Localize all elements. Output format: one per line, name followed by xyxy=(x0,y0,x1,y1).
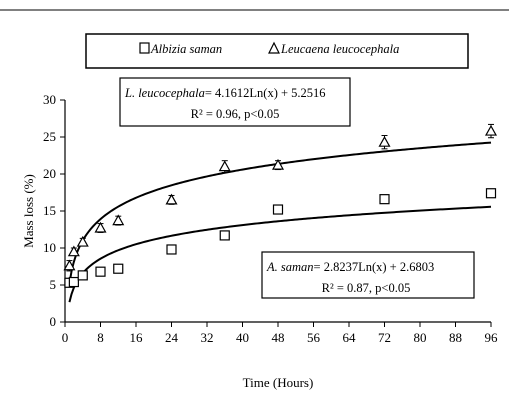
x-tick-label: 72 xyxy=(378,330,391,345)
data-point-square xyxy=(272,204,284,215)
legend-label-leucaena: Leucaena leucocephala xyxy=(280,42,399,56)
data-point-square xyxy=(95,266,106,277)
y-tick-label: 10 xyxy=(43,240,56,255)
data-point-square xyxy=(113,263,124,274)
data-point-square xyxy=(68,276,79,288)
data-point-square xyxy=(485,188,497,199)
equation-box-leucaena: L. leucocephala= 4.1612Ln(x) + 5.2516 R²… xyxy=(119,77,351,127)
equation-formula-leucaena: = 4.1612Ln(x) + 5.2516 xyxy=(205,86,326,100)
axes: 0 5 10 15 20 25 30 0 8 16 24 32 40 48 56 64 72 80 88 96 xyxy=(43,92,498,345)
legend-box xyxy=(85,33,469,69)
data-point-triangle xyxy=(63,259,76,271)
y-tick-label: 20 xyxy=(43,166,56,181)
x-tick-label: 64 xyxy=(343,330,357,345)
y-tick-label: 15 xyxy=(43,203,56,218)
data-point-square xyxy=(219,230,230,241)
y-tick-label: 5 xyxy=(50,277,57,292)
legend-label-albizia: Albizia saman xyxy=(150,42,222,56)
data-point-triangle xyxy=(76,235,89,247)
x-axis-label: Time (Hours) xyxy=(243,375,314,390)
equation-frame-leucaena xyxy=(119,77,351,127)
x-ticks: 0 8 16 24 32 40 48 56 64 72 80 88 96 xyxy=(62,322,498,345)
y-tick-label: 30 xyxy=(43,92,56,107)
x-tick-label: 56 xyxy=(307,330,321,345)
data-point-triangle xyxy=(218,160,231,172)
data-point-square xyxy=(166,244,177,255)
x-tick-label: 80 xyxy=(414,330,427,345)
x-tick-label: 48 xyxy=(272,330,285,345)
data-point-triangle xyxy=(94,221,107,233)
x-tick-label: 40 xyxy=(236,330,249,345)
legend-triangle-icon xyxy=(268,41,280,54)
equation-formula-albizia: = 2.8237Ln(x) + 2.6803 xyxy=(314,260,435,274)
x-tick-label: 96 xyxy=(485,330,499,345)
trendline-albizia xyxy=(68,205,492,303)
equation-species-albizia: A. saman xyxy=(266,260,314,274)
x-tick-label: 8 xyxy=(97,330,104,345)
markers-albizia xyxy=(64,188,497,288)
data-point-triangle xyxy=(271,158,285,170)
equation-stats-leucaena: R² = 0.96, p<0.05 xyxy=(191,107,280,121)
legend-square-icon xyxy=(139,42,150,54)
data-point-triangle xyxy=(378,135,391,147)
data-point-triangle xyxy=(165,193,178,205)
x-tick-label: 16 xyxy=(130,330,144,345)
y-axis-label: Mass loss (%) xyxy=(21,174,36,248)
markers-leucaena xyxy=(63,123,498,272)
y-tick-label: 0 xyxy=(50,314,57,329)
x-tick-label: 24 xyxy=(165,330,179,345)
legend: Albizia saman Leucaena leucocephala xyxy=(85,33,469,69)
equation-line-albizia: A. saman= 2.8237Ln(x) + 2.6803 xyxy=(266,260,434,274)
data-point-triangle xyxy=(67,245,80,257)
equation-species-leucaena: L. leucocephala xyxy=(124,86,205,100)
x-tick-label: 32 xyxy=(201,330,214,345)
equation-line-leucaena: L. leucocephala= 4.1612Ln(x) + 5.2516 xyxy=(124,86,326,100)
equation-frame-albizia xyxy=(261,251,475,299)
equation-stats-albizia: R² = 0.87, p<0.05 xyxy=(322,281,411,295)
data-point-square xyxy=(379,194,390,205)
data-point-triangle xyxy=(112,214,125,226)
data-point-square xyxy=(77,270,88,281)
y-ticks: 0 5 10 15 20 25 30 xyxy=(43,92,65,329)
x-tick-label: 0 xyxy=(62,330,69,345)
equation-box-albizia: A. saman= 2.8237Ln(x) + 2.6803 R² = 0.87… xyxy=(261,251,475,299)
data-point-triangle xyxy=(484,124,498,136)
x-tick-label: 88 xyxy=(449,330,462,345)
y-tick-label: 25 xyxy=(43,129,56,144)
